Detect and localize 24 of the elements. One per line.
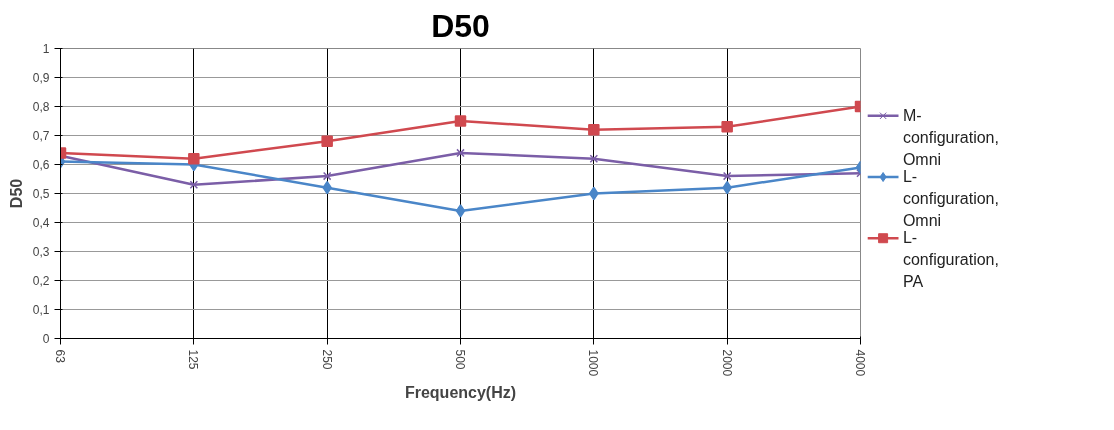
legend-label: M-configuration, Omni xyxy=(902,106,999,168)
y-tick-label: 0,9 xyxy=(32,71,50,85)
y-tick-label: 1 xyxy=(42,42,50,56)
y-tick-label: 0,4 xyxy=(32,216,50,230)
x-tick-label: 4000 xyxy=(853,349,867,377)
y-axis-title: D50 xyxy=(7,178,25,209)
y-tick-label: 0,3 xyxy=(32,245,50,259)
legend-label: L-configuration, Omni xyxy=(902,167,999,230)
chart-title: D50 xyxy=(431,7,490,44)
y-tick-label: 0,6 xyxy=(32,158,50,172)
legend-label: L-configuration, PA xyxy=(902,229,999,291)
y-tick-label: 0,2 xyxy=(32,274,50,288)
x-tick-label: 500 xyxy=(453,349,467,370)
y-tick-label: 0,5 xyxy=(32,187,50,201)
x-tick-label: 2000 xyxy=(719,349,734,377)
x-axis-title: Frequency(Hz) xyxy=(404,384,517,402)
y-tick-label: 0,8 xyxy=(32,100,50,114)
x-tick-label: 63 xyxy=(53,349,67,364)
y-tick-label: 0 xyxy=(42,332,50,346)
y-tick-label: 0,1 xyxy=(32,303,50,317)
y-tick-label: 0,7 xyxy=(32,129,50,143)
x-tick-label: 1000 xyxy=(586,349,601,377)
x-tick-label: 125 xyxy=(186,349,201,370)
x-tick-label: 250 xyxy=(319,349,334,370)
